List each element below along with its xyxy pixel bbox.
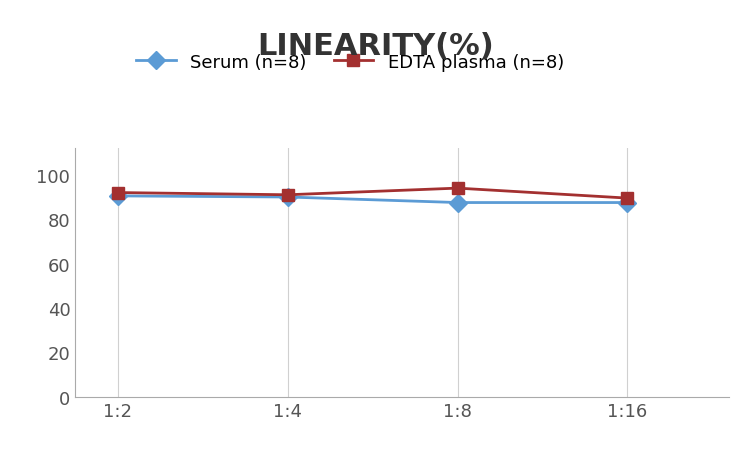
EDTA plasma (n=8): [623, 196, 632, 201]
EDTA plasma (n=8): [453, 186, 462, 191]
Line: Serum (n=8): Serum (n=8): [111, 190, 634, 209]
Serum (n=8): [283, 195, 292, 200]
Text: LINEARITY(%): LINEARITY(%): [258, 32, 494, 60]
Line: EDTA plasma (n=8): EDTA plasma (n=8): [112, 183, 633, 204]
Legend: Serum (n=8), EDTA plasma (n=8): Serum (n=8), EDTA plasma (n=8): [136, 54, 564, 72]
EDTA plasma (n=8): [113, 190, 122, 196]
Serum (n=8): [453, 200, 462, 206]
Serum (n=8): [113, 194, 122, 199]
EDTA plasma (n=8): [283, 193, 292, 198]
Serum (n=8): [623, 200, 632, 206]
